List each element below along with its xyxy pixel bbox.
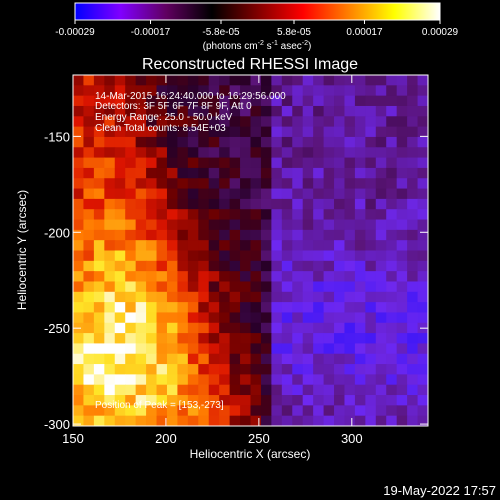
plot-frame [72, 74, 429, 427]
colorbar-ticks: -0.00029 -0.00017 -5.8e-05 5.8e-05 0.00017 0.… [55, 20, 459, 38]
y-axis-label: Heliocentric Y (arcsec) [15, 190, 29, 310]
x-tick-label: 300 [341, 431, 363, 446]
y-tick-label: -250 [44, 321, 70, 336]
annotation-time: 14-Mar-2015 16:24:40.000 to 16:29:56.000 [95, 91, 286, 102]
colorbar-tick-label: 0.00029 [422, 27, 459, 38]
colorbar-tick-label: -5.8e-05 [202, 27, 240, 38]
colorbar-tick-label: -0.00017 [131, 27, 171, 38]
x-tick-label: 200 [155, 431, 177, 446]
x-tick-label: 150 [62, 431, 84, 446]
footer-date: 19-May-2022 17:57 [383, 483, 496, 498]
colorbar-tick-label: -0.00029 [55, 27, 95, 38]
annotation-energy: Energy Range: 25.0 - 50.0 keV [95, 112, 233, 123]
annotation-counts: Clean Total counts: 8.54E+03 [95, 123, 226, 134]
chart-title: Reconstructed RHESSI Image [142, 56, 358, 73]
colorbar-tick-label: 0.00017 [346, 27, 383, 38]
axes: 150 200 250 300 -150 -200 -250 -300 [44, 75, 428, 446]
heatmap-image [73, 75, 428, 426]
x-tick-label: 250 [248, 431, 270, 446]
y-tick-label: -200 [44, 225, 70, 240]
colorbar-units: (photons cm-2 s-1 asec-2) [203, 40, 312, 52]
colorbar-tick-label: 5.8e-05 [277, 27, 311, 38]
x-axis-label: Heliocentric X (arcsec) [190, 447, 311, 461]
peak-position: Position of Peak = [153,-273] [95, 400, 224, 411]
annotation-detectors: Detectors: 3F 5F 6F 7F 8F 9F, Att 0 [95, 101, 252, 112]
colorbar [74, 2, 441, 21]
y-tick-label: -150 [44, 129, 70, 144]
y-tick-label: -300 [44, 417, 70, 432]
